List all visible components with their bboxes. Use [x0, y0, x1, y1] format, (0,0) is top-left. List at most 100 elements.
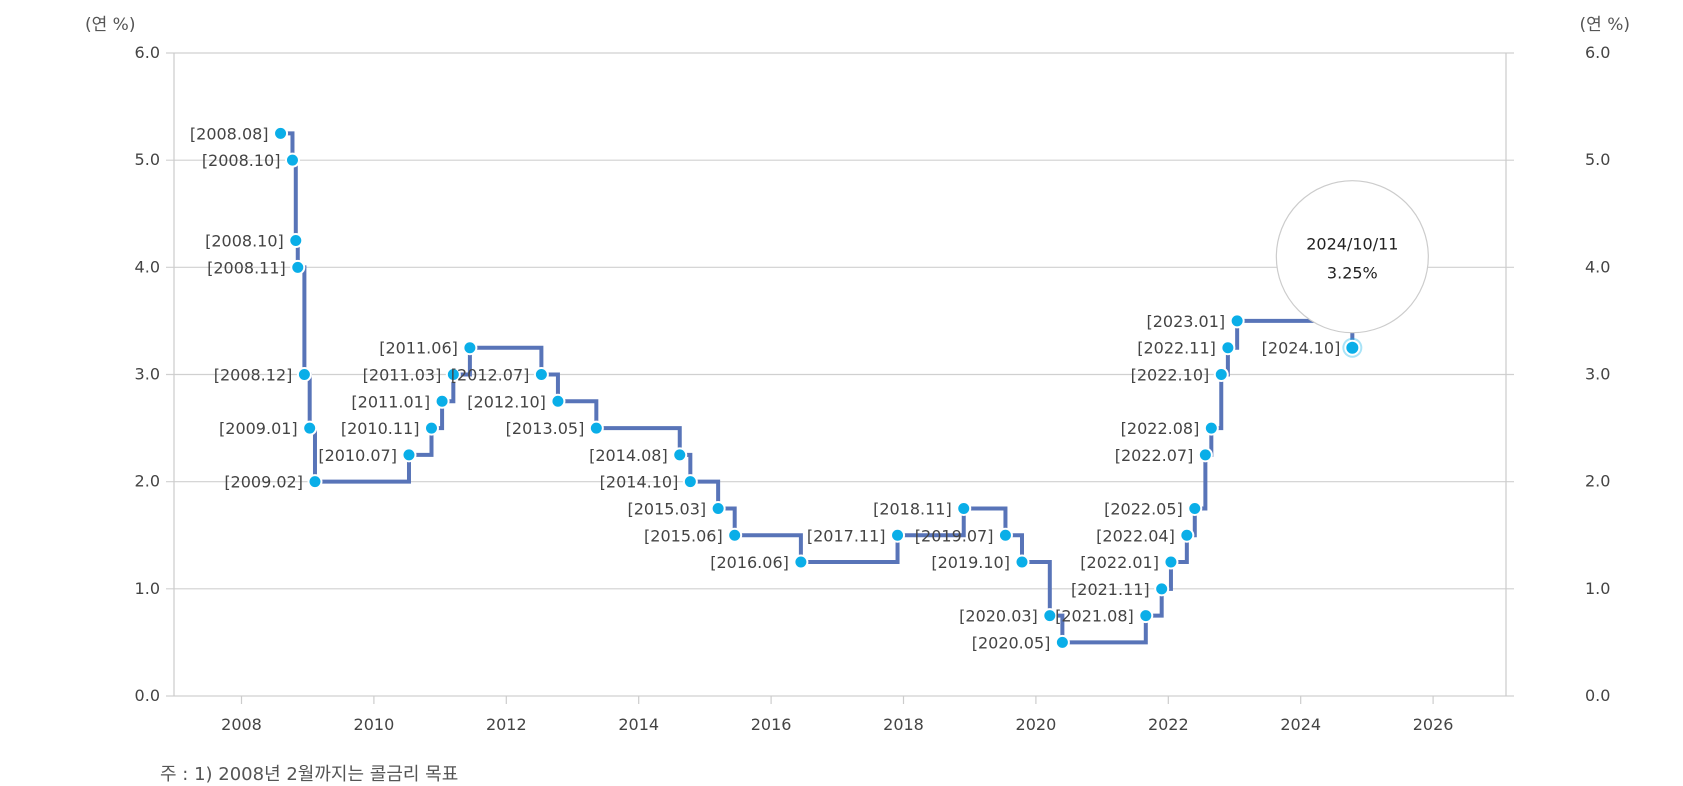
- data-label: [2008.12]: [214, 366, 293, 385]
- data-label: [2021.11]: [1071, 580, 1150, 599]
- data-point: [1220, 340, 1236, 356]
- tooltip-value: 3.25%: [1327, 264, 1378, 283]
- data-point: [1163, 554, 1179, 570]
- data-point: [890, 527, 906, 543]
- data-point: [550, 393, 566, 409]
- data-point: [997, 527, 1013, 543]
- x-tick-label: 2020: [1016, 715, 1057, 734]
- data-label: [2022.10]: [1131, 366, 1210, 385]
- data-label: [2020.03]: [959, 607, 1038, 626]
- data-point: [1197, 447, 1213, 463]
- data-point: [1229, 313, 1245, 329]
- y-tick-left: 2.0: [135, 472, 160, 491]
- data-point: [273, 125, 289, 141]
- data-labels: [2008.08] [2008.10] [2008.10] [2008.11] [200…: [190, 124, 1340, 652]
- data-label: [2020.05]: [972, 633, 1051, 652]
- data-label: [2015.06]: [644, 526, 723, 545]
- data-label: [2012.07]: [451, 366, 530, 385]
- footnote: 주 : 1) 2008년 2월까지는 콜금리 목표: [160, 764, 459, 785]
- data-point: [1203, 420, 1219, 436]
- right-axis-unit: (연 %): [1580, 15, 1630, 35]
- data-point: [284, 152, 300, 168]
- x-tick-label: 2016: [751, 715, 792, 734]
- data-point: [588, 420, 604, 436]
- x-tick-label: 2008: [221, 715, 262, 734]
- data-point: [1213, 367, 1229, 382]
- x-tick-label: 2010: [354, 715, 395, 734]
- y-tick-left: 5.0: [135, 150, 160, 169]
- data-label: [2008.08]: [190, 124, 269, 143]
- data-label: [2008.10]: [205, 232, 284, 251]
- data-point: [401, 447, 417, 463]
- data-label: [2008.10]: [202, 151, 281, 170]
- data-point: [682, 474, 698, 490]
- data-label: [2010.07]: [318, 446, 397, 465]
- series-line: [280, 131, 1355, 645]
- data-point: [296, 367, 312, 382]
- data-label: [2022.11]: [1137, 339, 1216, 358]
- data-point: [307, 474, 323, 490]
- data-label: [2011.01]: [351, 392, 430, 411]
- data-point: [423, 420, 439, 436]
- y-tick-right: 1.0: [1585, 579, 1610, 598]
- data-label: [2014.08]: [589, 446, 668, 465]
- data-label: [2013.05]: [506, 419, 585, 438]
- data-points: [273, 125, 1363, 650]
- data-point: [1042, 608, 1058, 624]
- data-label: [2015.03]: [627, 499, 706, 518]
- data-label: [2009.02]: [224, 473, 303, 492]
- data-label: [2017.11]: [807, 526, 886, 545]
- data-point: [727, 527, 743, 543]
- data-point: [434, 393, 450, 409]
- y-tick-right: 5.0: [1585, 150, 1610, 169]
- data-label: [2008.11]: [207, 258, 286, 277]
- y-tick-right: 2.0: [1585, 472, 1610, 491]
- data-label: [2022.07]: [1115, 446, 1194, 465]
- data-point: [1154, 581, 1170, 597]
- data-point: [1014, 554, 1030, 570]
- data-label: [2016.06]: [710, 553, 789, 572]
- x-axis-ticks: 2008 2010 2012 2014 2016 2018 2020 2022 2024 2026: [221, 696, 1453, 734]
- data-label: [2014.10]: [600, 473, 679, 492]
- y-axis-ticks: 0.0 0.0 1.0 1.0 2.0 2.0 3.0 3.0 4.0 4.0 5.0 5.0 6.0 6…: [135, 43, 1611, 705]
- data-point: [533, 367, 549, 382]
- y-tick-left: 6.0: [135, 43, 160, 62]
- data-label: [2010.11]: [341, 419, 420, 438]
- data-label: [2011.06]: [379, 339, 458, 358]
- data-point: [1054, 634, 1070, 650]
- data-label: [2019.10]: [931, 553, 1010, 572]
- data-label: [2009.01]: [219, 419, 298, 438]
- data-label: [2022.05]: [1104, 499, 1183, 518]
- data-label: [2012.10]: [467, 392, 546, 411]
- data-label: [2018.11]: [873, 499, 952, 518]
- y-tick-left: 1.0: [135, 579, 160, 598]
- tooltip: 2024/10/11 3.25%: [1275, 180, 1429, 334]
- data-label: [2022.01]: [1080, 553, 1159, 572]
- data-label: [2021.08]: [1055, 607, 1134, 626]
- y-tick-left: 4.0: [135, 257, 160, 276]
- data-label: [2024.10]: [1262, 339, 1341, 358]
- data-label: [2022.08]: [1121, 419, 1200, 438]
- data-point: [672, 447, 688, 463]
- tooltip-date: 2024/10/11: [1306, 235, 1398, 254]
- data-point: [290, 259, 306, 275]
- x-tick-label: 2018: [883, 715, 924, 734]
- tooltip-bubble: [1275, 180, 1429, 334]
- x-tick-label: 2026: [1413, 715, 1454, 734]
- data-point: [445, 367, 461, 382]
- data-label: [2022.04]: [1096, 526, 1175, 545]
- data-point: [1179, 527, 1195, 543]
- data-point: [1138, 608, 1154, 624]
- y-tick-right: 4.0: [1585, 257, 1610, 276]
- data-point: [793, 554, 809, 570]
- x-tick-label: 2022: [1148, 715, 1189, 734]
- data-label: [2019.07]: [915, 526, 994, 545]
- x-tick-label: 2024: [1280, 715, 1321, 734]
- y-tick-right: 6.0: [1585, 43, 1610, 62]
- data-point: [956, 500, 972, 516]
- data-point: [710, 500, 726, 516]
- data-label: [2023.01]: [1146, 312, 1225, 331]
- data-label: [2011.03]: [363, 366, 442, 385]
- y-tick-left: 3.0: [135, 365, 160, 384]
